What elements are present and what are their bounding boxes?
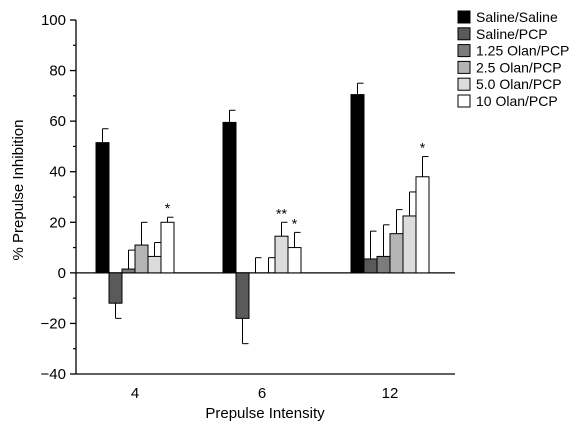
legend-swatch — [457, 10, 471, 24]
x-axis: 4 6 12 — [76, 373, 455, 402]
bar — [415, 176, 430, 274]
bar — [121, 268, 136, 274]
x-tick-label: 12 — [382, 385, 399, 402]
significance-marker: * — [165, 200, 171, 216]
legend-label: 1.25 Olan/PCP — [476, 43, 569, 59]
significance-marker: ** — [276, 205, 287, 221]
legend-swatch — [457, 77, 471, 91]
x-tick-label: 4 — [131, 385, 139, 402]
bar — [363, 258, 378, 274]
plot-area: * **** — [76, 82, 455, 345]
y-tick-label: −20 — [41, 315, 66, 332]
bar — [402, 215, 417, 274]
bar — [274, 235, 289, 274]
bar — [147, 255, 162, 274]
legend-swatch — [457, 27, 471, 41]
significance-marker: * — [420, 140, 426, 156]
bar — [235, 272, 250, 319]
y-tick-label: 80 — [49, 63, 66, 80]
legend-swatch — [457, 60, 471, 74]
y-tick-label: 20 — [49, 214, 66, 231]
y-tick-label: 60 — [49, 113, 66, 130]
legend-label: Saline/Saline — [476, 9, 558, 25]
x-tick-label: 6 — [258, 385, 266, 402]
bar — [350, 94, 365, 274]
bar — [95, 142, 110, 274]
bar — [108, 272, 123, 304]
legend-label: 10 Olan/PCP — [476, 93, 558, 109]
significance-marker: * — [292, 215, 298, 231]
y-tick-label: 100 — [41, 12, 66, 29]
legend-label: 5.0 Olan/PCP — [476, 76, 562, 92]
y-tick-label: 0 — [58, 265, 66, 282]
bar — [376, 255, 391, 274]
legend-swatch — [457, 44, 471, 58]
legend-swatch — [457, 94, 471, 108]
x-axis-label: Prepulse Intensity — [205, 405, 325, 422]
bar — [222, 121, 237, 274]
bar — [160, 221, 175, 274]
y-tick-label: 40 — [49, 164, 66, 181]
bar — [134, 244, 149, 274]
bar — [287, 247, 302, 274]
bar — [389, 233, 404, 274]
y-axis: −40 −20 0 20 40 60 80 100 — [41, 12, 77, 383]
legend-label: 2.5 Olan/PCP — [476, 59, 562, 75]
y-axis-label: % Prepulse Inhibition — [10, 120, 27, 261]
y-tick-label: −40 — [41, 366, 66, 383]
legend-label: Saline/PCP — [476, 26, 548, 42]
